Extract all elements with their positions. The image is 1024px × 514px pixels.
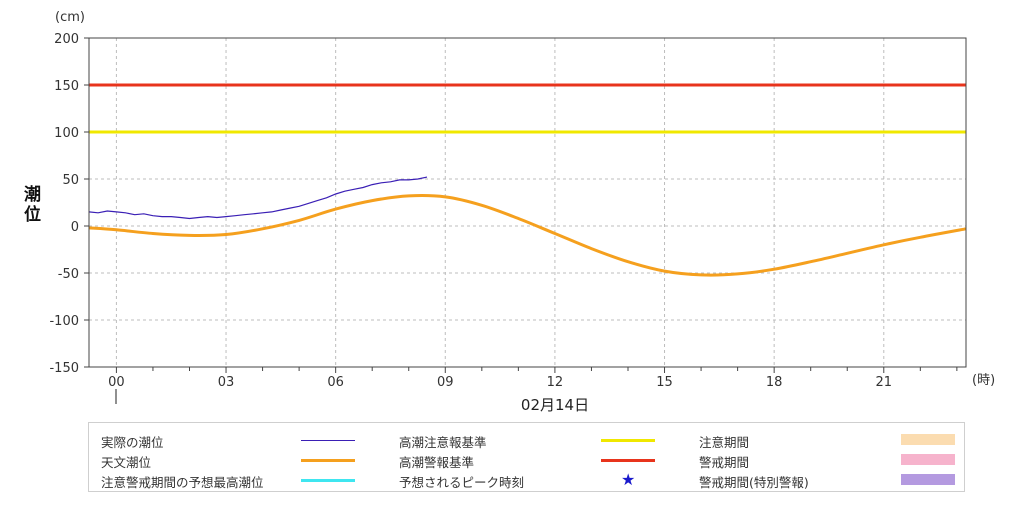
- legend-label: 実際の潮位: [101, 435, 164, 450]
- legend-swatch-line: [601, 439, 655, 442]
- x-tick-label: 00: [108, 375, 125, 390]
- y-axis-label: 潮 位: [24, 184, 47, 225]
- y-tick-label: -50: [58, 267, 79, 282]
- x-tick-label: 15: [656, 375, 673, 390]
- y-tick-label: 150: [54, 79, 79, 94]
- x-tick-label: 06: [327, 375, 344, 390]
- x-tick-label: 18: [766, 375, 783, 390]
- legend-swatch-box: [901, 434, 955, 445]
- legend-swatch-line: [301, 479, 355, 482]
- legend-swatch-line: [601, 459, 655, 462]
- star-icon: ★: [621, 470, 636, 489]
- x-tick-label: 03: [218, 375, 235, 390]
- legend-label: 高潮注意報基準: [399, 435, 487, 450]
- x-tick-label: 21: [876, 375, 893, 390]
- legend-label: 予想されるピーク時刻: [399, 475, 525, 490]
- series-line-astronomical-tide: [88, 194, 967, 277]
- legend-label: 注意期間: [699, 435, 750, 450]
- legend-label: 注意警戒期間の予想最高潮位: [101, 475, 264, 490]
- y-tick-label: 200: [54, 32, 79, 47]
- y-tick-label: 0: [71, 220, 79, 235]
- series-lines: [88, 176, 967, 277]
- grid: [89, 38, 966, 367]
- legend-label: 警戒期間: [699, 455, 750, 470]
- y-tick-label: -150: [49, 361, 79, 376]
- y-unit-label: (cm): [55, 10, 85, 25]
- legend-label: 高潮警報基準: [399, 455, 475, 470]
- plot-frame: [88, 37, 967, 368]
- y-tick-label: 100: [54, 126, 79, 141]
- x-tick-label: 12: [547, 375, 564, 390]
- x-axis-date-label: 02月14日: [521, 396, 589, 414]
- legend-label: 天文潮位: [101, 455, 152, 470]
- legend-swatch-box: [901, 474, 955, 485]
- y-axis-label-char-1: 潮: [24, 184, 41, 205]
- legend-label: 警戒期間(特別警報): [699, 475, 809, 490]
- series-line-observed-tide: [88, 176, 428, 220]
- legend-swatch-line: [301, 459, 355, 462]
- legend-swatch-line: [301, 440, 355, 441]
- legend: 実際の潮位天文潮位注意警戒期間の予想最高潮位 高潮注意報基準 高潮警報基準予想される…: [88, 422, 965, 492]
- x-ticks: 00 03 06 09 12 15 18 21: [108, 367, 958, 390]
- y-tick-label: 50: [62, 173, 79, 188]
- reference-lines: [89, 83, 966, 134]
- x-unit-label: (時): [972, 373, 995, 388]
- y-axis-label-char-2: 位: [24, 204, 41, 225]
- y-ticks: 200 150 100 50 0 -50 -100 -150: [49, 32, 89, 376]
- y-tick-label: -100: [49, 314, 79, 329]
- legend-swatch-box: [901, 454, 955, 465]
- x-tick-label: 09: [437, 375, 454, 390]
